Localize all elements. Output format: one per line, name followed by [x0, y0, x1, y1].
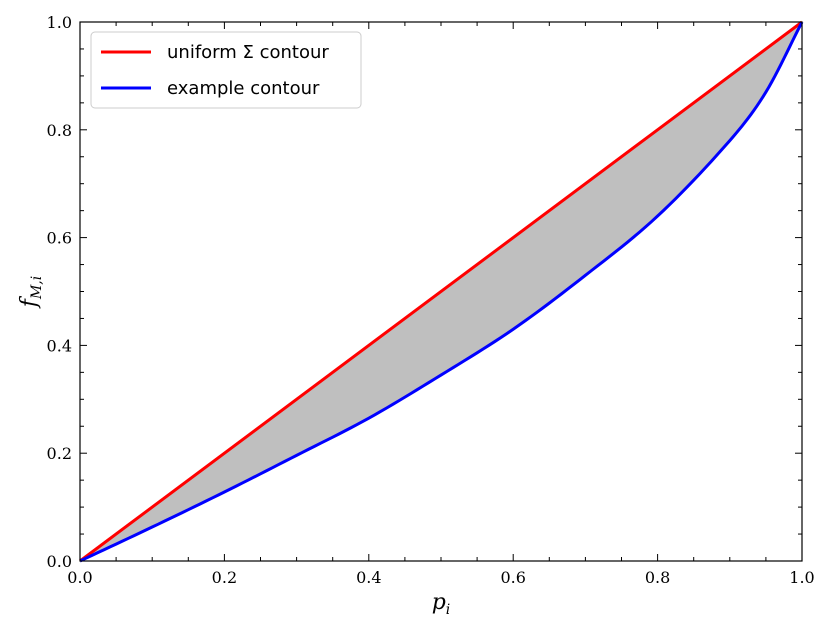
x-tick-label: 0.0 — [67, 568, 92, 587]
y-axis-label: fM,i — [17, 276, 45, 309]
y-tick-label: 0.4 — [47, 336, 72, 355]
y-tick-label: 0.8 — [47, 121, 72, 140]
y-tick-label: 0.0 — [47, 552, 72, 571]
y-tick-label: 1.0 — [47, 13, 72, 32]
legend-box — [90, 31, 362, 109]
series-line-example — [79, 21, 804, 563]
x-tick-label: 1.0 — [789, 568, 814, 587]
series-line-uniform — [79, 20, 803, 563]
x-tick-label: 0.2 — [212, 568, 237, 587]
y-tick-label: 0.2 — [47, 444, 72, 463]
legend: uniform Σ contour example contour — [90, 31, 362, 109]
x-axis-label: pi — [432, 590, 451, 618]
legend-label-uniform: uniform Σ contour — [167, 42, 329, 63]
x-tick-label: 0.6 — [500, 568, 525, 587]
y-tick-label: 0.6 — [47, 229, 72, 248]
legend-label-example: example contour — [167, 78, 320, 99]
x-tick-label: 0.4 — [356, 568, 381, 587]
x-tick-label: 0.8 — [645, 568, 670, 587]
